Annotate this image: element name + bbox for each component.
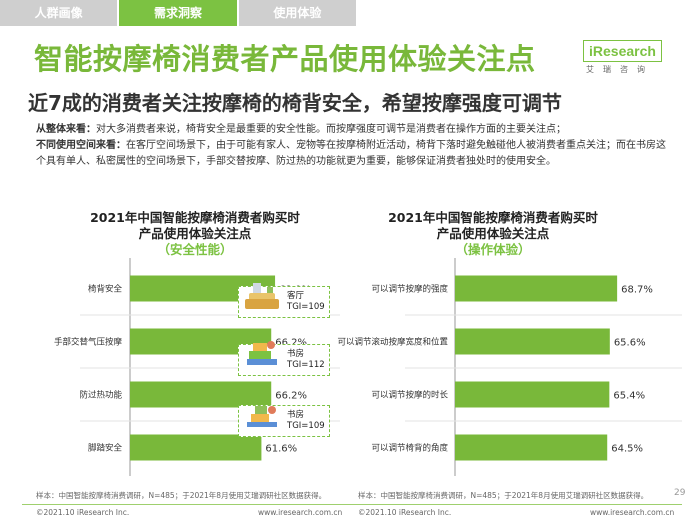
chart-right-category-label: 可以调节滚动按摩宽度和位置 (337, 337, 448, 348)
chart-left-value-label: 61.6% (265, 444, 297, 455)
chart-right-bar (455, 381, 610, 408)
callout-2-tgi: TGI=112 (287, 360, 325, 370)
footer-site-right: www.iresearch.com.cn (590, 508, 675, 517)
logo-sub: 艾瑞咨询 (586, 65, 654, 74)
chart-left-category-label: 椅背安全 (88, 284, 123, 295)
chart-left-value-label: 66.2% (275, 391, 307, 402)
chart-right-bar (455, 328, 610, 355)
chart-right-value-label: 65.4% (613, 391, 645, 402)
chart-right-value-label: 64.5% (611, 444, 643, 455)
note-right: 样本：中国智能按摩椅消费调研，N=485；于2021年8月使用艾瑞调研社区数据获… (358, 491, 649, 500)
chart-right-subtitle: （操作体验） (455, 242, 531, 257)
chart-left-category-label: 防过热功能 (79, 390, 122, 401)
callout-1-tgi: TGI=109 (287, 302, 325, 312)
page-title: 智能按摩椅消费者产品使用体验关注点 (34, 42, 536, 76)
callout-2-room: 书房 (287, 349, 305, 359)
page-subtitle: 近7成的消费者关注按摩椅的椅背安全，希望按摩强度可调节 (28, 91, 562, 115)
chart-right-category-label: 可以调节椅背的角度 (371, 443, 448, 454)
chart-left-subtitle: （安全性能） (157, 242, 233, 257)
callout-1-room: 客厅 (287, 291, 305, 301)
chart-right-bar (455, 275, 618, 302)
chart-right-bar (455, 434, 608, 461)
tab-usage-experience[interactable]: 使用体验 (238, 0, 358, 26)
study-room-icon (247, 341, 277, 365)
desc-label-2: 不同使用空间来看： (36, 140, 126, 151)
page-number: 29 (674, 488, 686, 498)
desc-text-1: 对大多消费者来说，椅背安全是最重要的安全性能。而按摩强度可调节是消费者在操作方面… (96, 124, 566, 135)
callout-3-tgi: TGI=109 (287, 421, 325, 431)
chart-left-category-label: 手部交替气压按摩 (54, 337, 123, 348)
chart-left-title-line2: 产品使用体验关注点 (138, 226, 252, 241)
study-room-icon-2 (247, 406, 277, 427)
tab-persona[interactable]: 人群画像 (0, 0, 120, 26)
callout-study-tgi-1: 书房 TGI=112 (238, 341, 330, 376)
chart-left-value-label: 66.2% (275, 338, 307, 349)
callout-3-room: 书房 (287, 410, 305, 420)
chart-right-category-label: 可以调节按摩的时长 (371, 390, 448, 401)
chart-right-title: 2021年中国智能按摩椅消费者购买时 产品使用体验关注点 （操作体验） (383, 210, 603, 258)
desc-paragraph-2: 不同使用空间来看：在客厅空间场景下，由于可能有家人、宠物等在按摩椅附近活动，椅背… (36, 138, 668, 170)
living-room-icon (245, 283, 279, 309)
chart-right-category-label: 可以调节按摩的强度 (371, 284, 448, 295)
nav-tabs: 人群画像 需求洞察 使用体验 (0, 0, 358, 26)
callout-study-tgi-2: 书房 TGI=109 (238, 405, 330, 437)
chart-right-title-line2: 产品使用体验关注点 (436, 226, 550, 241)
footer-divider (22, 504, 682, 505)
note-left: 样本：中国智能按摩椅消费调研，N=485；于2021年8月使用艾瑞调研社区数据获… (36, 491, 327, 500)
iresearch-logo: iResearch 艾瑞咨询 (583, 40, 675, 76)
callout-living-room-tgi: 客厅 TGI=109 (238, 283, 330, 318)
tab-demand-insight[interactable]: 需求洞察 (119, 0, 239, 26)
footer-copyright-right: ©2021.10 iResearch Inc. (358, 508, 452, 517)
desc-label-1: 从整体来看： (36, 124, 96, 135)
desc-text-2: 在客厅空间场景下，由于可能有家人、宠物等在按摩椅附近活动，椅背下落时避免触碰他人… (36, 140, 666, 167)
logo-brand: iResearch (583, 40, 662, 62)
chart-left-title-line1: 2021年中国智能按摩椅消费者购买时 (90, 210, 300, 225)
chart-left-title: 2021年中国智能按摩椅消费者购买时 产品使用体验关注点 （安全性能） (85, 210, 305, 258)
footer-copyright-left: ©2021.10 iResearch Inc. (36, 508, 130, 517)
footer-site-left: www.iresearch.com.cn (258, 508, 343, 517)
chart-right-value-label: 68.7% (621, 285, 653, 296)
chart-right-value-label: 65.6% (614, 338, 646, 349)
chart-right-title-line1: 2021年中国智能按摩椅消费者购买时 (388, 210, 598, 225)
chart-left-bar (130, 434, 262, 461)
chart-left-bar (130, 381, 272, 408)
desc-paragraph-1: 从整体来看：对大多消费者来说，椅背安全是最重要的安全性能。而按摩强度可调节是消费… (36, 122, 668, 138)
description: 从整体来看：对大多消费者来说，椅背安全是最重要的安全性能。而按摩强度可调节是消费… (36, 122, 668, 170)
chart-left-category-label: 脚踏安全 (88, 443, 123, 454)
